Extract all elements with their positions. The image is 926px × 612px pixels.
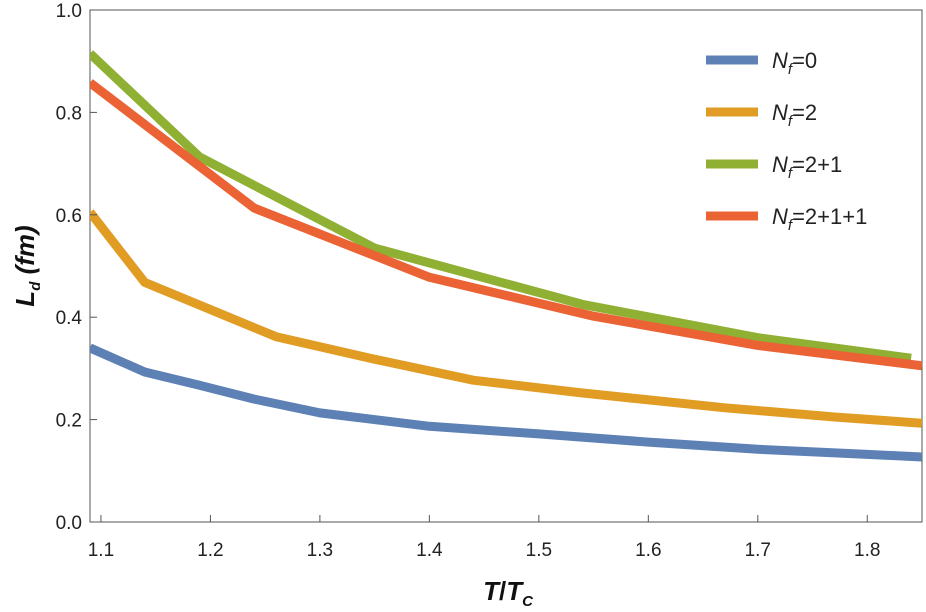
x-tick-label: 1.3: [307, 540, 333, 561]
legend: Nf=0 Nf=2 Nf=2+1 Nf=2+1+1: [706, 48, 867, 234]
legend-label: Nf=0: [772, 48, 817, 78]
x-tick-label: 1.1: [88, 540, 114, 561]
y-tick-label: 1.0: [56, 1, 82, 22]
legend-label: Nf=2+1: [772, 152, 842, 182]
x-tick-label: 1.2: [197, 540, 223, 561]
x-tick-label: 1.8: [854, 540, 880, 561]
y-tick-label: 0.0: [56, 513, 82, 534]
series-layer: [90, 50, 922, 462]
legend-label: Nf=2: [772, 100, 817, 130]
y-axis-title: Ld (fm): [10, 225, 44, 306]
plot-frame: [89, 9, 923, 523]
x-tick-label: 1.5: [526, 540, 552, 561]
legend-label: Nf=2+1+1: [772, 204, 867, 234]
x-tick-label: 1.4: [416, 540, 443, 561]
series-line-3: [90, 50, 912, 363]
y-tick-label: 0.2: [56, 411, 82, 432]
series-line-1: [90, 343, 922, 462]
tick-layer: 1.1 1.2 1.3 1.4 1.5 1.6 1.7 1.8 0.0 0.2 0.4 0.6 0.8 1…: [56, 1, 881, 561]
y-tick-label: 0.4: [56, 308, 83, 329]
series-line-4: [90, 79, 922, 371]
y-tick-label: 0.8: [56, 103, 82, 124]
x-tick-label: 1.7: [745, 540, 771, 561]
x-tick-label: 1.6: [635, 540, 661, 561]
y-tick-label: 0.6: [56, 206, 82, 227]
x-axis-title: T/TC: [483, 576, 534, 610]
series-line-2: [90, 209, 922, 428]
